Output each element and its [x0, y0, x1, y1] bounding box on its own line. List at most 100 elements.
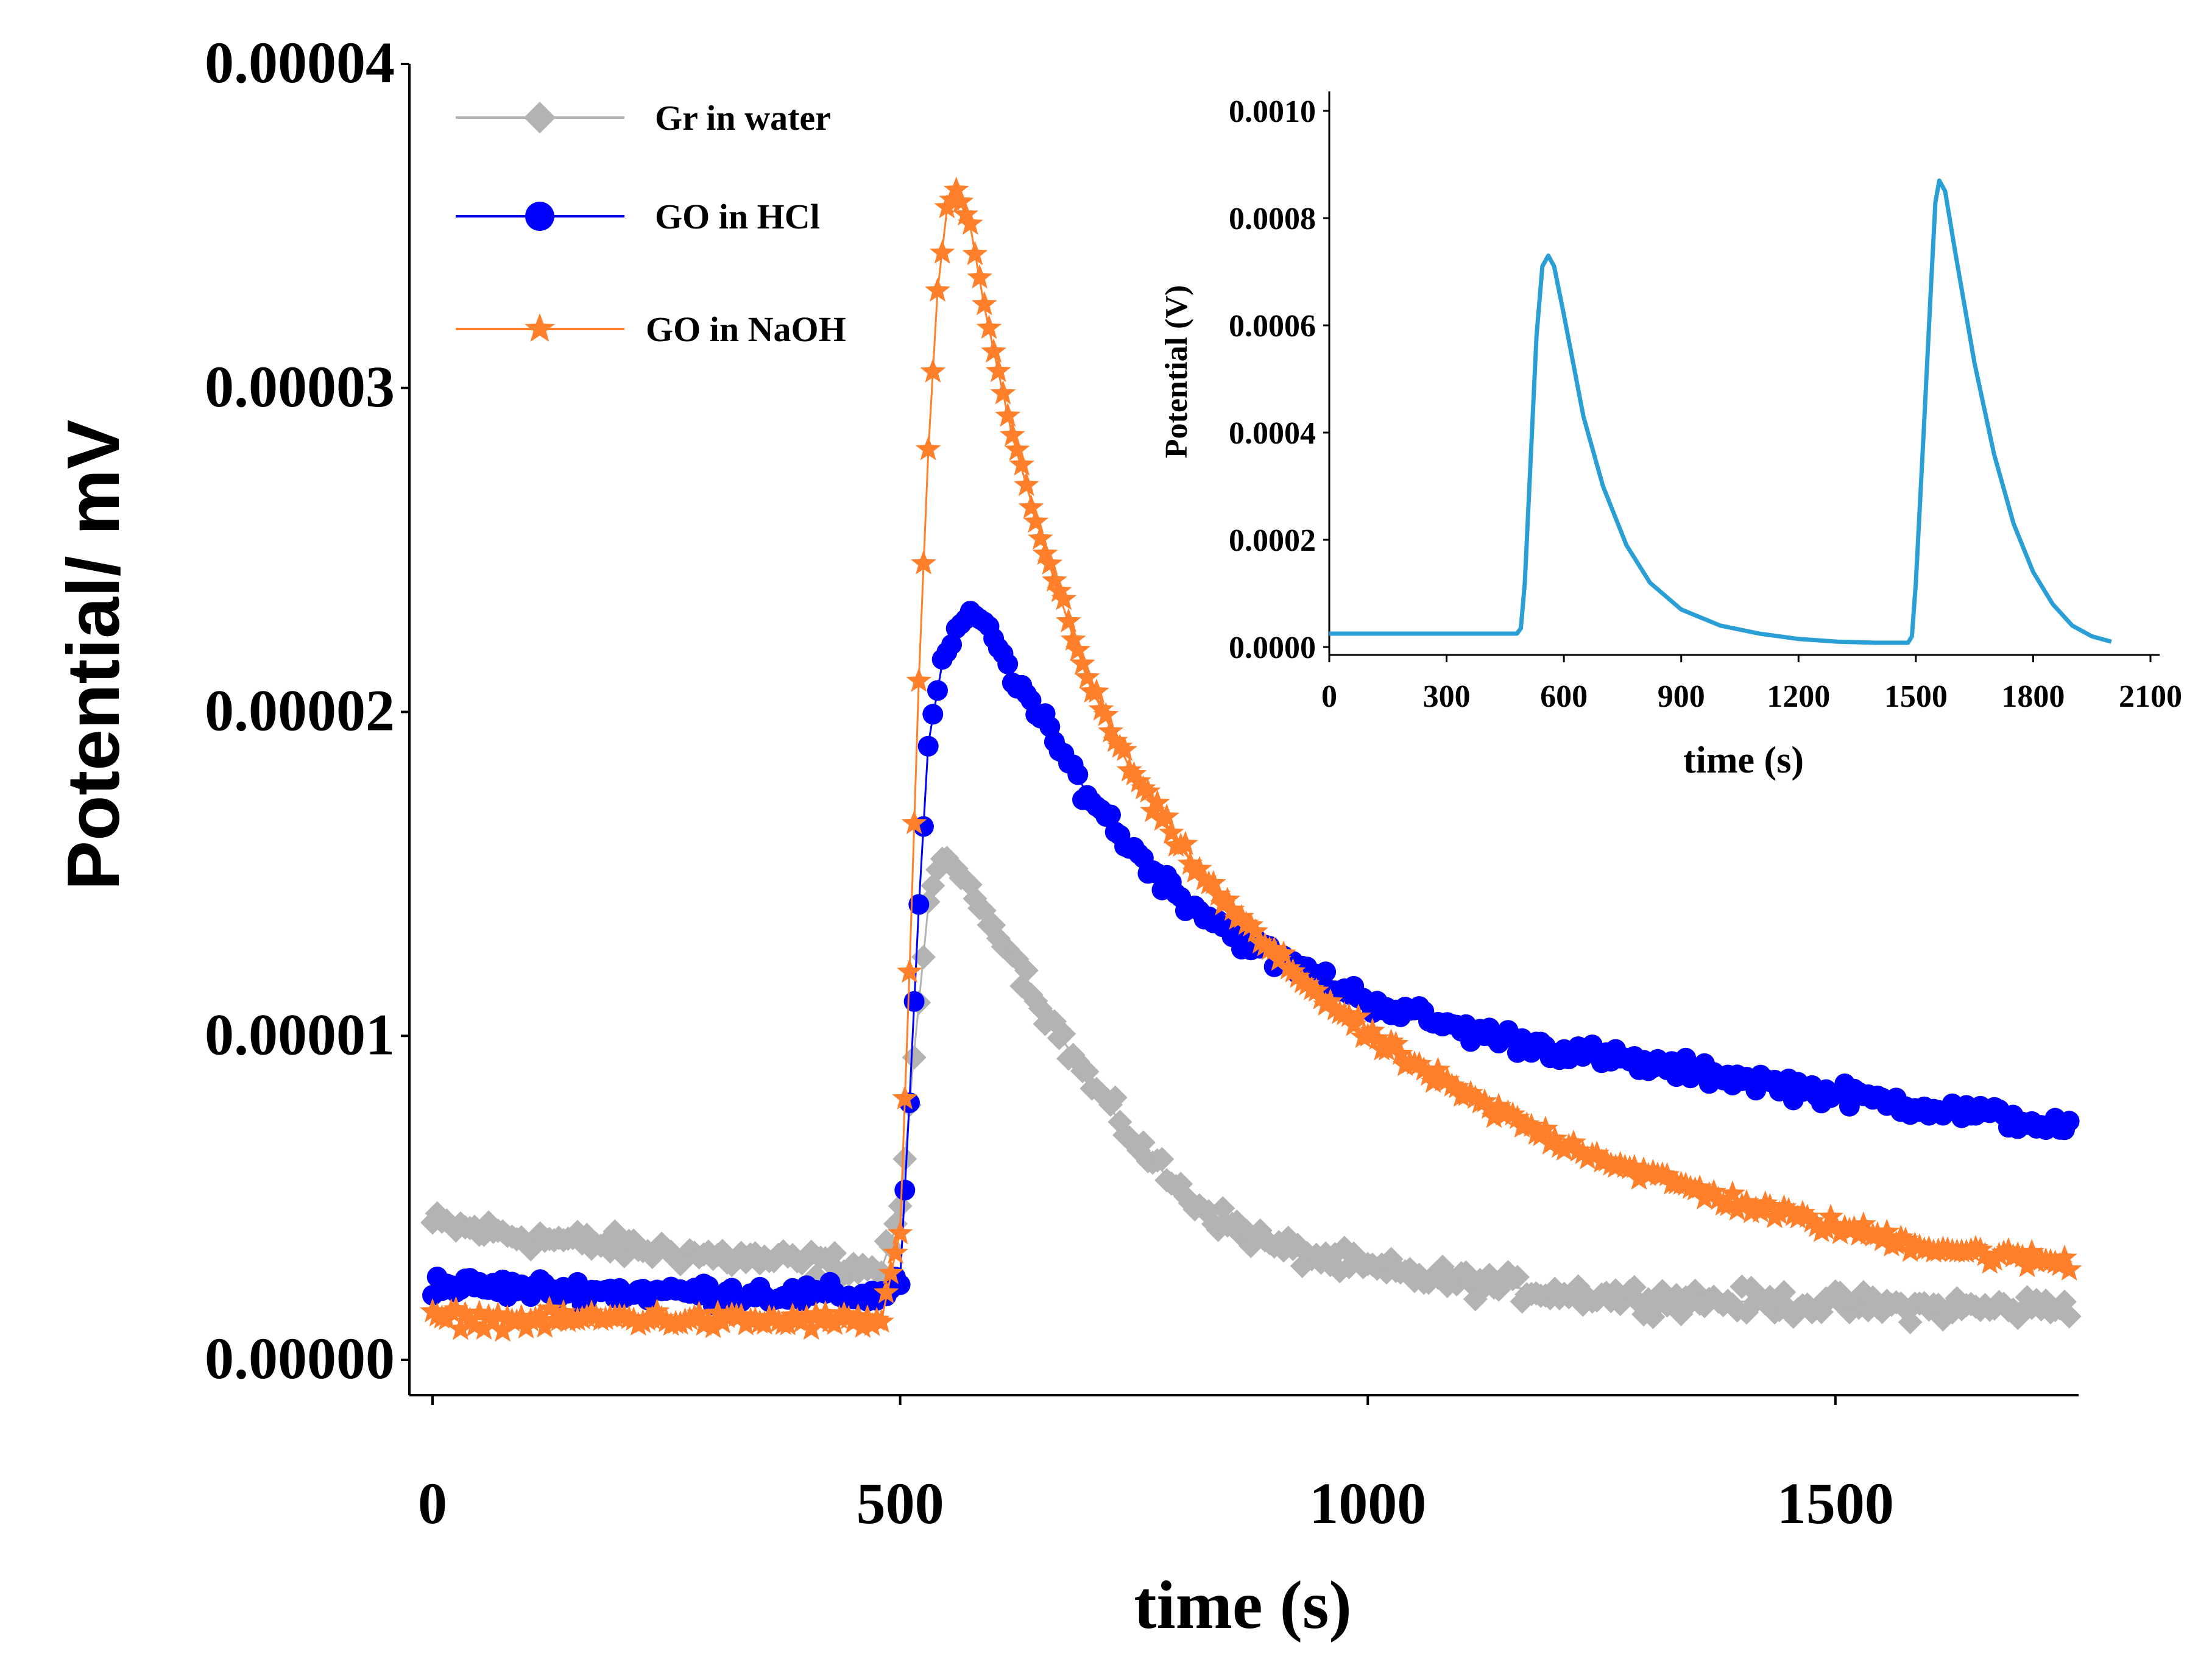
- data-point: [1210, 1196, 1235, 1221]
- data-point: [1406, 1051, 1432, 1075]
- data-point: [1280, 958, 1306, 983]
- data-point: [922, 704, 944, 725]
- data-point: [1205, 882, 1231, 906]
- data-point: [579, 1299, 604, 1324]
- data-point: [1794, 1203, 1820, 1228]
- data-point: [1285, 963, 1310, 988]
- data-point: [1865, 1221, 1890, 1246]
- data-point: [1065, 637, 1091, 662]
- data-point: [1060, 626, 1086, 651]
- data-point: [831, 1301, 857, 1326]
- inset-y-tick-label: 0.0008: [1229, 202, 1316, 236]
- data-point: [1088, 696, 1114, 721]
- data-point: [1593, 1147, 1619, 1172]
- data-point: [1542, 1125, 1568, 1150]
- data-point: [1013, 472, 1039, 497]
- inset-y-tick-label: 0.0002: [1229, 523, 1316, 558]
- data-point: [1734, 1189, 1759, 1214]
- data-point: [873, 1279, 899, 1304]
- inset-x-tick-label: 1200: [1767, 679, 1830, 714]
- data-point: [953, 201, 978, 226]
- data-point: [1322, 996, 1348, 1020]
- data-point: [1315, 961, 1337, 983]
- data-point: [1851, 1211, 1876, 1236]
- legend-label: Gr in water: [655, 98, 831, 138]
- data-point: [901, 810, 927, 835]
- data-point: [894, 1180, 916, 1201]
- data-point: [1130, 775, 1156, 800]
- data-point: [471, 1315, 497, 1340]
- data-point: [1158, 819, 1184, 844]
- data-point: [466, 1300, 492, 1324]
- data-point: [1841, 1215, 1867, 1239]
- data-point: [892, 1085, 918, 1109]
- data-point: [1131, 1130, 1156, 1155]
- data-point: [897, 958, 922, 983]
- data-point: [1126, 768, 1151, 793]
- data-point: [798, 1315, 824, 1340]
- data-point: [911, 944, 936, 969]
- data-point: [1046, 578, 1072, 603]
- data-point: [997, 653, 1019, 674]
- data-point: [1874, 1218, 1900, 1243]
- data-point: [1481, 1103, 1507, 1128]
- data-point: [962, 241, 988, 266]
- data-point: [462, 1312, 487, 1337]
- data-point: [911, 550, 936, 575]
- data-point: [985, 358, 1011, 383]
- data-point: [1972, 1242, 1998, 1267]
- data-point: [1004, 436, 1030, 461]
- data-point: [1051, 585, 1077, 610]
- legend-marker: [525, 202, 554, 231]
- inset-chart: 0.0000 0.0002 0.0004 0.0006 0.0008 0.0010 0 30…: [1159, 91, 2182, 781]
- data-point: [1687, 1174, 1713, 1199]
- data-point: [1308, 985, 1334, 1010]
- data-point: [981, 338, 1007, 363]
- data-point: [1135, 778, 1161, 803]
- data-point: [967, 264, 992, 289]
- data-point: [1177, 851, 1203, 875]
- inset-y-tick-label: 0.0006: [1229, 309, 1316, 344]
- inset-x-tick-label: 1500: [1884, 679, 1948, 714]
- data-point: [999, 422, 1025, 447]
- data-point: [1023, 508, 1049, 533]
- main-x-tick-label: 1000: [1309, 1471, 1426, 1536]
- main-x-axis-label: time (s): [1134, 1568, 1352, 1643]
- data-point: [1434, 1067, 1460, 1092]
- data-point: [908, 894, 930, 915]
- data-point: [696, 1307, 721, 1332]
- data-point: [1116, 757, 1142, 782]
- data-point: [1799, 1208, 1825, 1233]
- data-point: [1276, 1225, 1301, 1250]
- data-point: [1102, 727, 1128, 752]
- series-line: [432, 191, 2069, 1322]
- legend-marker: [525, 313, 555, 342]
- main-y-tick-label: 0.00003: [205, 354, 395, 419]
- main-x-tick-label: 1500: [1777, 1471, 1894, 1536]
- data-point: [1323, 1242, 1348, 1267]
- data-point: [836, 1304, 862, 1329]
- data-point: [929, 239, 955, 264]
- data-point: [1500, 1101, 1526, 1126]
- data-point: [1654, 1162, 1680, 1187]
- data-point: [1112, 737, 1137, 762]
- data-point: [1303, 977, 1329, 1002]
- data-point: [2058, 1111, 2080, 1132]
- data-point: [1271, 940, 1296, 965]
- data-point: [948, 188, 974, 213]
- data-point: [902, 1045, 927, 1070]
- data-point: [1084, 678, 1109, 703]
- inset-x-tick-label: 0: [1321, 679, 1337, 714]
- data-point: [1416, 1061, 1441, 1086]
- data-point: [1411, 1056, 1437, 1081]
- data-point: [551, 1299, 576, 1324]
- data-point: [1462, 1084, 1488, 1109]
- data-point: [1093, 702, 1119, 726]
- data-point: [1360, 1017, 1385, 1042]
- inset-x-tick-label: 900: [1658, 679, 1705, 714]
- data-point: [780, 1302, 805, 1327]
- data-point: [878, 1259, 904, 1284]
- data-point: [1215, 886, 1240, 911]
- data-point: [812, 1300, 838, 1325]
